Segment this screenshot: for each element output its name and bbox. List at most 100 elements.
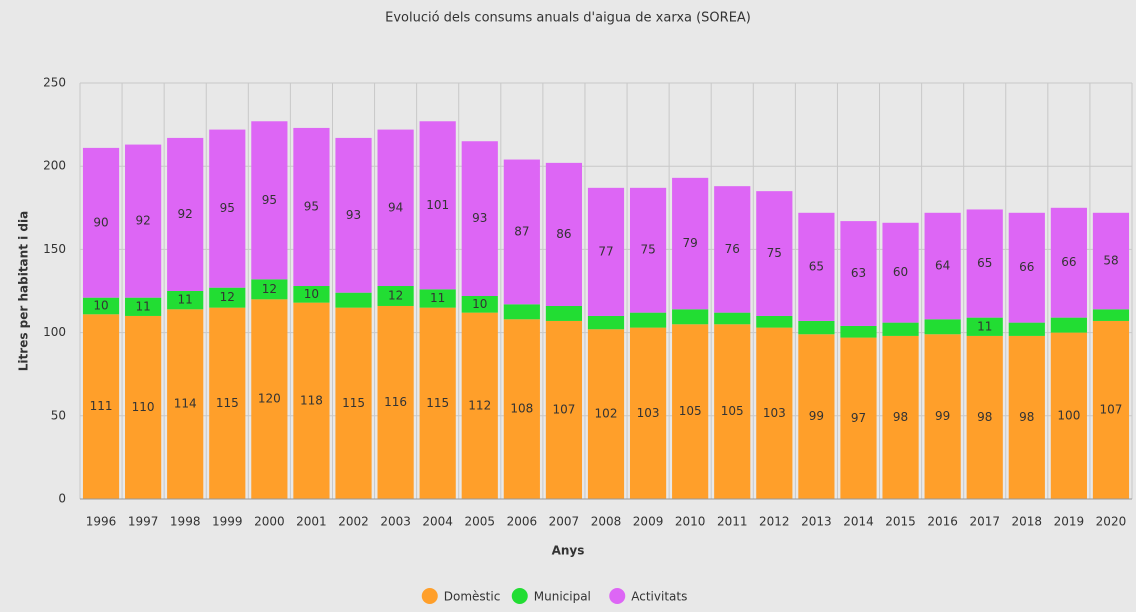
data-label: 64 bbox=[935, 259, 950, 273]
bar-segment bbox=[798, 212, 835, 321]
x-tick-label: 2009 bbox=[633, 515, 664, 529]
bar-segment bbox=[798, 320, 835, 335]
x-tick-label: 2011 bbox=[717, 515, 748, 529]
data-label: 10 bbox=[472, 297, 487, 311]
data-label: 107 bbox=[552, 402, 575, 416]
bar-segment bbox=[840, 325, 877, 338]
data-label: 12 bbox=[262, 282, 277, 296]
bar-segment bbox=[672, 324, 709, 499]
bar-segment bbox=[125, 144, 162, 298]
x-tick-label: 2008 bbox=[591, 515, 622, 529]
x-tick-label: 2015 bbox=[885, 515, 916, 529]
data-label: 115 bbox=[342, 396, 365, 410]
bar-segment bbox=[209, 129, 246, 288]
x-tick-label: 2006 bbox=[507, 515, 538, 529]
chart-title: Evolució dels consums anuals d'aigua de … bbox=[385, 11, 751, 26]
bar-segment bbox=[882, 322, 919, 336]
data-label: 90 bbox=[93, 215, 108, 229]
bar-segment bbox=[756, 315, 793, 328]
bar-segment bbox=[966, 209, 1003, 318]
data-label: 92 bbox=[178, 207, 193, 221]
bar-segment bbox=[82, 297, 120, 315]
data-label: 110 bbox=[132, 400, 155, 414]
data-label: 12 bbox=[220, 290, 235, 304]
data-label: 118 bbox=[300, 393, 323, 407]
bar-segment bbox=[1092, 320, 1130, 499]
data-label: 103 bbox=[763, 406, 786, 420]
bar-segment bbox=[377, 286, 414, 306]
bar-segment bbox=[209, 307, 246, 499]
data-label: 93 bbox=[346, 208, 361, 222]
x-tick-label: 2017 bbox=[969, 515, 1000, 529]
bar-segment bbox=[167, 309, 204, 499]
data-label: 94 bbox=[388, 200, 403, 214]
data-label: 97 bbox=[851, 411, 866, 425]
y-axis-title: Litres per habitant i dia bbox=[17, 211, 31, 371]
data-label: 75 bbox=[640, 243, 655, 257]
bar-segment bbox=[335, 292, 372, 308]
bar-segment bbox=[629, 187, 667, 313]
data-label: 86 bbox=[556, 227, 571, 241]
bar-segment bbox=[293, 286, 330, 303]
bar-segment bbox=[335, 137, 372, 293]
data-label: 65 bbox=[977, 256, 992, 270]
x-tick-label: 2004 bbox=[422, 515, 453, 529]
legend-label: Activitats bbox=[631, 590, 687, 604]
bar-segment bbox=[293, 127, 330, 287]
data-label: 93 bbox=[472, 211, 487, 225]
data-label: 95 bbox=[304, 199, 319, 213]
data-label: 99 bbox=[935, 409, 950, 423]
data-label: 87 bbox=[514, 224, 529, 238]
bar-segment bbox=[125, 297, 162, 316]
bar-segment bbox=[251, 299, 288, 499]
data-label: 115 bbox=[426, 396, 449, 410]
data-label: 107 bbox=[1100, 402, 1123, 416]
data-label: 65 bbox=[809, 259, 824, 273]
data-label: 11 bbox=[178, 293, 193, 307]
data-label: 63 bbox=[851, 266, 866, 280]
x-tick-label: 2010 bbox=[675, 515, 706, 529]
data-label: 105 bbox=[721, 404, 744, 418]
data-label: 112 bbox=[468, 398, 491, 412]
bar-segment bbox=[419, 307, 456, 499]
bar-segment bbox=[419, 121, 456, 290]
data-label: 66 bbox=[1019, 260, 1034, 274]
bar-segment bbox=[756, 191, 793, 316]
bar-segment bbox=[587, 329, 625, 499]
bar-segment bbox=[714, 312, 751, 325]
x-tick-label: 2000 bbox=[254, 515, 285, 529]
data-label: 75 bbox=[767, 246, 782, 260]
x-tick-label: 2020 bbox=[1096, 515, 1127, 529]
x-tick-label: 1996 bbox=[86, 515, 117, 529]
bar-segment bbox=[293, 302, 330, 499]
data-label: 114 bbox=[174, 397, 197, 411]
bar-segment bbox=[167, 291, 204, 310]
bar-segment bbox=[461, 312, 498, 499]
bar-segment bbox=[1008, 212, 1045, 323]
data-label: 66 bbox=[1061, 255, 1076, 269]
bar-segment bbox=[966, 335, 1003, 499]
x-tick-label: 2002 bbox=[338, 515, 369, 529]
legend-label: Municipal bbox=[534, 590, 591, 604]
x-tick-label: 2019 bbox=[1054, 515, 1085, 529]
data-label: 79 bbox=[683, 236, 698, 250]
data-label: 115 bbox=[216, 396, 239, 410]
bar-segment bbox=[924, 212, 961, 320]
legend-label: Domèstic bbox=[444, 590, 501, 604]
data-label: 10 bbox=[304, 287, 319, 301]
data-label: 60 bbox=[893, 265, 908, 279]
bar-segment bbox=[1050, 207, 1087, 318]
bar-segment bbox=[209, 287, 246, 308]
data-label: 116 bbox=[384, 395, 407, 409]
bar-segment bbox=[882, 222, 919, 323]
data-label: 103 bbox=[637, 406, 660, 420]
x-tick-label: 2016 bbox=[927, 515, 958, 529]
legend-swatch bbox=[421, 588, 438, 604]
bar-segment bbox=[167, 137, 204, 291]
x-tick-label: 2014 bbox=[843, 515, 874, 529]
bar-segment bbox=[966, 317, 1003, 336]
bar-segment bbox=[1050, 317, 1087, 333]
bar-segment bbox=[125, 315, 162, 499]
